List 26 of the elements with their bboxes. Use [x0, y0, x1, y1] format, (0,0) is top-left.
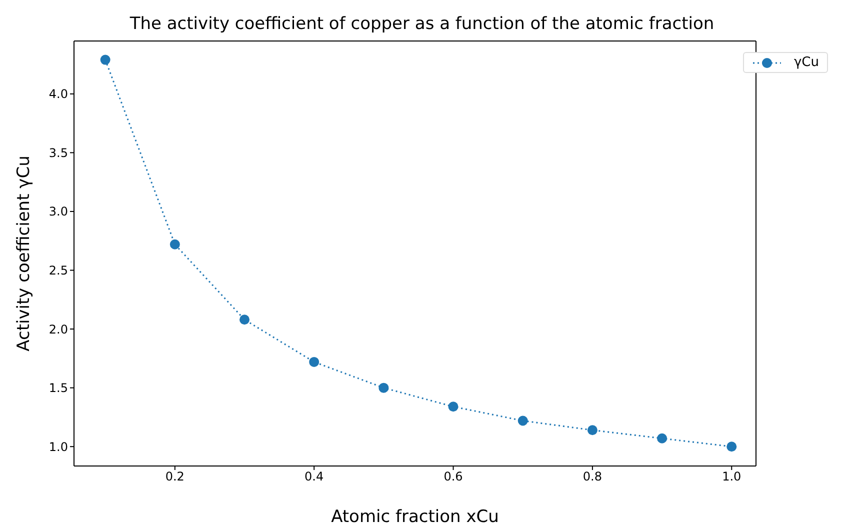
- y-axis-title: Activity coefficient γCu: [14, 156, 34, 352]
- y-tick-label: 1.0: [48, 440, 68, 454]
- y-tick-label: 4.0: [48, 87, 68, 102]
- point: [657, 433, 668, 444]
- y-tick-label: 2.0: [48, 322, 68, 336]
- point: [239, 314, 250, 325]
- y-tick-label: 2.5: [48, 264, 68, 278]
- point: [100, 54, 110, 65]
- point: [726, 442, 737, 452]
- chart-title: The activity coefficient of copper as a function of the atomic fraction: [128, 14, 716, 34]
- x-axis-title: Atomic fraction xCu: [331, 507, 499, 527]
- x-tick-label: 0.2: [165, 470, 184, 484]
- y-tick-label: 3.0: [48, 204, 68, 219]
- x-tick-label: 1.0: [722, 470, 742, 484]
- y-tick-label: 1.5: [48, 381, 68, 396]
- y-tick-label: 3.5: [48, 146, 68, 160]
- x-tick-label: 0.4: [304, 470, 324, 484]
- point: [587, 425, 598, 436]
- point: [518, 416, 528, 426]
- point: [448, 402, 458, 412]
- point: [309, 356, 320, 367]
- legend-label: γCu: [794, 55, 819, 70]
- point: [378, 382, 389, 393]
- x-tick-label: 0.6: [444, 470, 463, 484]
- x-tick-label: 0.8: [582, 470, 602, 484]
- point: [170, 239, 180, 250]
